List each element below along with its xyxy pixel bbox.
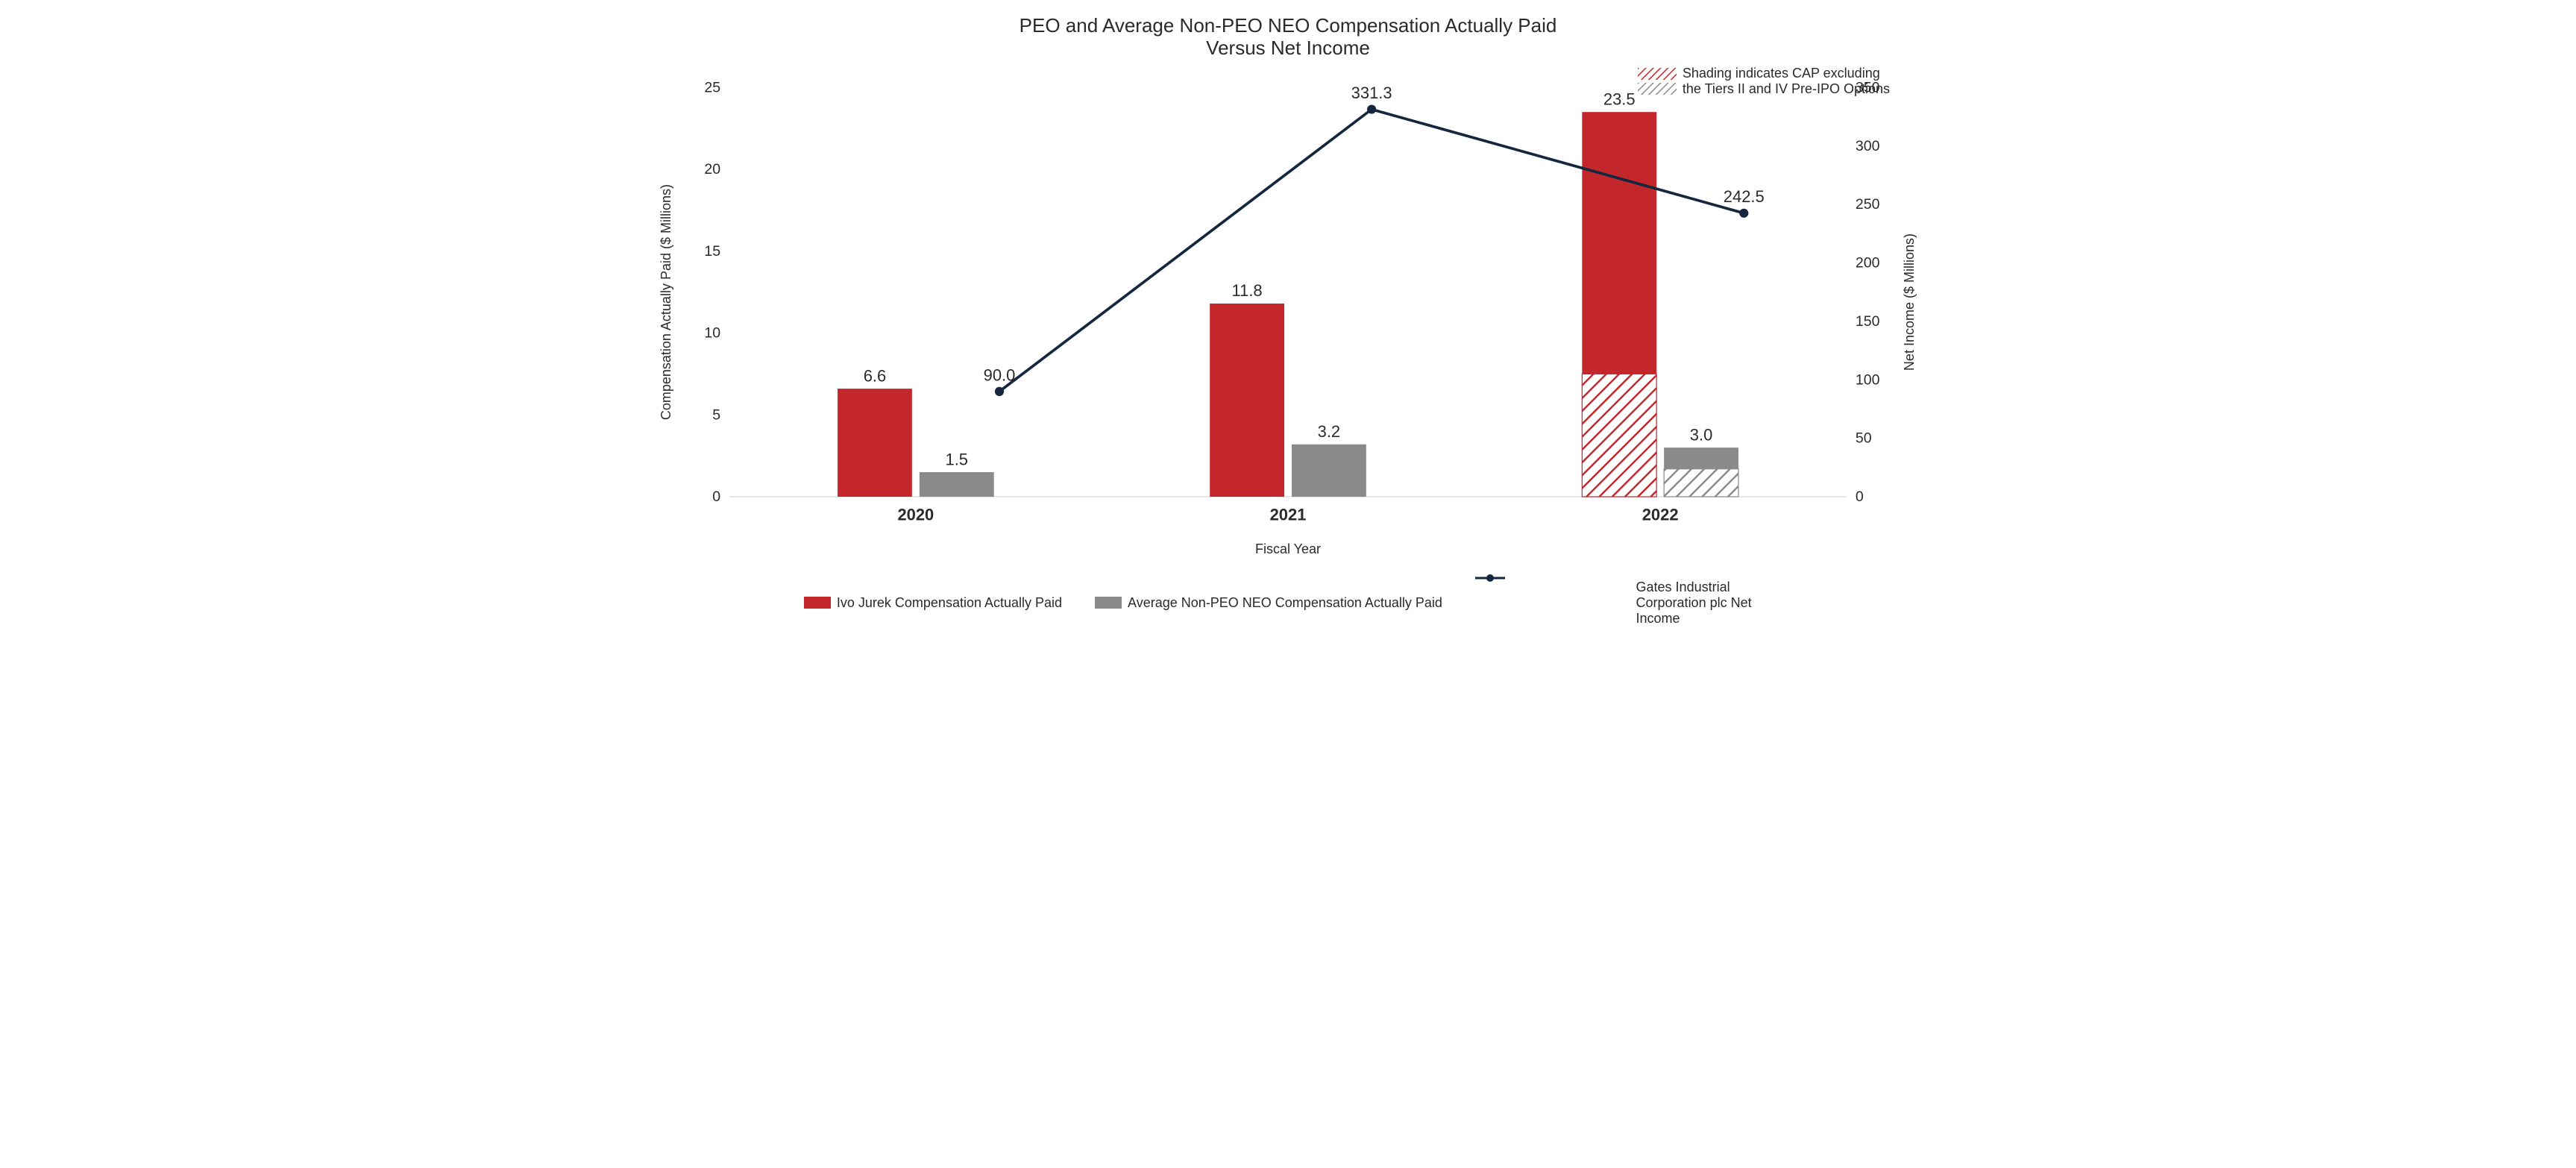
svg-text:242.5: 242.5: [1724, 187, 1765, 206]
chart-title: PEO and Average Non-PEO NEO Compensation…: [654, 15, 1922, 60]
svg-text:11.8: 11.8: [1232, 281, 1263, 300]
svg-text:2021: 2021: [1270, 505, 1307, 524]
y-axis-left-label: Compensation Actually Paid ($ Millions): [659, 184, 674, 420]
svg-text:25: 25: [704, 79, 720, 95]
y-axis-right: Net Income ($ Millions): [1897, 66, 1922, 539]
legend-line-marker-icon: [1475, 572, 1630, 634]
hatch-swatch-red-icon: [1638, 68, 1677, 80]
legend-item-nonpeo: Average Non-PEO NEO Compensation Actuall…: [1095, 572, 1442, 634]
shading-note-line2: the Tiers II and IV Pre-IPO Options: [1683, 81, 1890, 97]
svg-text:2022: 2022: [1642, 505, 1679, 524]
svg-text:150: 150: [1856, 313, 1880, 330]
svg-text:250: 250: [1856, 196, 1880, 213]
compensation-vs-netincome-chart: PEO and Average Non-PEO NEO Compensation…: [654, 15, 1922, 634]
svg-text:300: 300: [1856, 138, 1880, 154]
svg-text:6.6: 6.6: [864, 366, 887, 385]
svg-text:0: 0: [1856, 489, 1864, 505]
chart-title-line2: Versus Net Income: [654, 37, 1922, 60]
svg-text:5: 5: [712, 406, 720, 423]
chart-title-line1: PEO and Average Non-PEO NEO Compensation…: [654, 15, 1922, 37]
legend-swatch-gray-icon: [1095, 597, 1122, 609]
y-axis-left: Compensation Actually Paid ($ Millions): [654, 66, 679, 539]
legend-label-peo: Ivo Jurek Compensation Actually Paid: [837, 595, 1062, 611]
legend: Ivo Jurek Compensation Actually Paid Ave…: [654, 572, 1922, 634]
shading-note: Shading indicates CAP excluding the Tier…: [1638, 66, 1890, 97]
legend-item-netincome: Gates Industrial Corporation plc Net Inc…: [1475, 572, 1772, 634]
legend-item-peo: Ivo Jurek Compensation Actually Paid: [804, 572, 1062, 634]
svg-text:50: 50: [1856, 430, 1872, 446]
svg-text:15: 15: [704, 243, 720, 260]
svg-text:23.5: 23.5: [1603, 90, 1636, 108]
svg-text:3.0: 3.0: [1690, 425, 1713, 444]
shading-note-line1: Shading indicates CAP excluding: [1683, 66, 1890, 81]
svg-text:10: 10: [704, 324, 720, 341]
legend-swatch-red-icon: [804, 597, 831, 609]
svg-text:200: 200: [1856, 254, 1880, 271]
plot-svg: 051015202505010015020025030035020206.61.…: [679, 66, 1897, 539]
svg-text:331.3: 331.3: [1351, 84, 1392, 102]
y-axis-right-label: Net Income ($ Millions): [1902, 233, 1917, 371]
svg-text:2020: 2020: [897, 505, 934, 524]
svg-text:0: 0: [712, 489, 720, 505]
svg-text:90.0: 90.0: [984, 365, 1016, 384]
svg-text:20: 20: [704, 161, 720, 178]
legend-label-nonpeo: Average Non-PEO NEO Compensation Actuall…: [1128, 595, 1442, 611]
legend-label-netincome: Gates Industrial Corporation plc Net Inc…: [1636, 580, 1773, 627]
x-axis-label: Fiscal Year: [654, 541, 1922, 557]
svg-text:100: 100: [1856, 371, 1880, 388]
svg-text:1.5: 1.5: [946, 450, 969, 468]
svg-text:3.2: 3.2: [1318, 422, 1341, 441]
plot-area: Shading indicates CAP excluding the Tier…: [679, 66, 1897, 539]
hatch-swatch-gray-icon: [1638, 83, 1677, 95]
